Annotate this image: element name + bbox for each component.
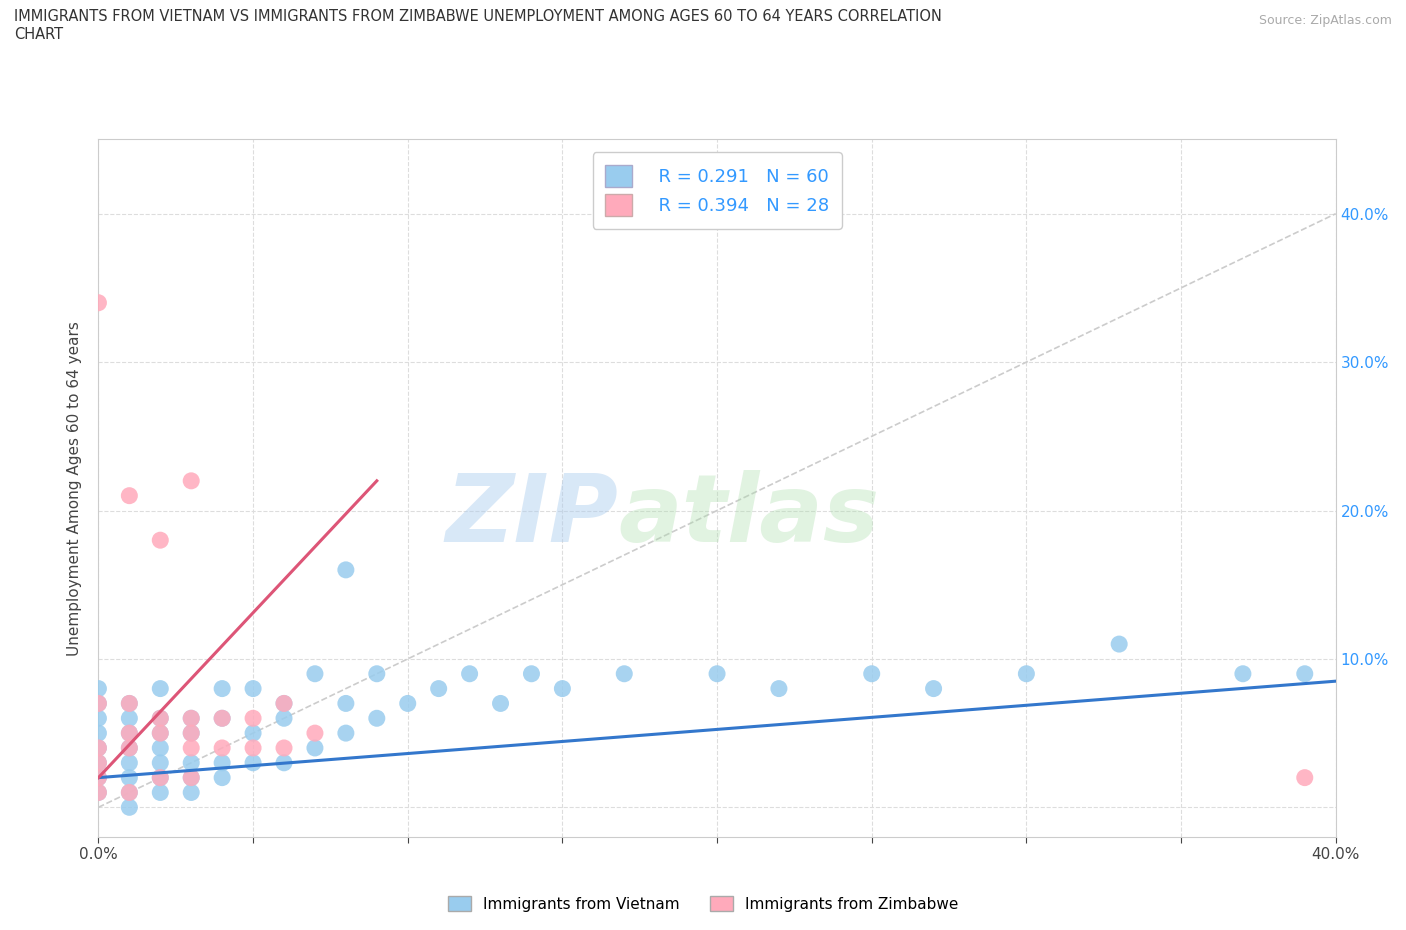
- Point: [180, 785, 202, 800]
- Point: [211, 681, 233, 696]
- Point: [180, 755, 202, 770]
- Point: [87, 740, 110, 755]
- Text: ZIP: ZIP: [446, 471, 619, 562]
- Point: [273, 755, 295, 770]
- Point: [87, 785, 110, 800]
- Point: [180, 770, 202, 785]
- Point: [149, 770, 172, 785]
- Point: [273, 696, 295, 711]
- Point: [1232, 666, 1254, 681]
- Point: [118, 755, 141, 770]
- Point: [87, 770, 110, 785]
- Point: [87, 770, 110, 785]
- Point: [149, 725, 172, 740]
- Point: [118, 770, 141, 785]
- Point: [180, 740, 202, 755]
- Point: [1294, 770, 1316, 785]
- Point: [180, 770, 202, 785]
- Point: [149, 740, 172, 755]
- Point: [87, 696, 110, 711]
- Point: [149, 711, 172, 725]
- Point: [87, 696, 110, 711]
- Point: [87, 785, 110, 800]
- Point: [273, 711, 295, 725]
- Point: [520, 666, 543, 681]
- Point: [458, 666, 481, 681]
- Point: [118, 800, 141, 815]
- Point: [149, 681, 172, 696]
- Point: [149, 711, 172, 725]
- Point: [180, 711, 202, 725]
- Point: [211, 711, 233, 725]
- Point: [87, 755, 110, 770]
- Point: [211, 711, 233, 725]
- Point: [118, 696, 141, 711]
- Point: [396, 696, 419, 711]
- Point: [180, 725, 202, 740]
- Text: IMMIGRANTS FROM VIETNAM VS IMMIGRANTS FROM ZIMBABWE UNEMPLOYMENT AMONG AGES 60 T: IMMIGRANTS FROM VIETNAM VS IMMIGRANTS FR…: [14, 9, 942, 42]
- Point: [180, 711, 202, 725]
- Point: [87, 681, 110, 696]
- Text: Source: ZipAtlas.com: Source: ZipAtlas.com: [1258, 14, 1392, 27]
- Point: [87, 725, 110, 740]
- Point: [304, 666, 326, 681]
- Point: [335, 696, 357, 711]
- Point: [87, 755, 110, 770]
- Point: [1015, 666, 1038, 681]
- Point: [768, 681, 790, 696]
- Y-axis label: Unemployment Among Ages 60 to 64 years: Unemployment Among Ages 60 to 64 years: [67, 321, 83, 656]
- Point: [860, 666, 883, 681]
- Point: [118, 488, 141, 503]
- Point: [242, 725, 264, 740]
- Point: [211, 740, 233, 755]
- Point: [211, 755, 233, 770]
- Point: [304, 740, 326, 755]
- Point: [922, 681, 945, 696]
- Point: [242, 755, 264, 770]
- Point: [613, 666, 636, 681]
- Point: [180, 725, 202, 740]
- Point: [149, 755, 172, 770]
- Point: [149, 770, 172, 785]
- Point: [180, 473, 202, 488]
- Point: [304, 725, 326, 740]
- Point: [149, 785, 172, 800]
- Point: [242, 711, 264, 725]
- Point: [118, 725, 141, 740]
- Point: [87, 711, 110, 725]
- Point: [87, 296, 110, 311]
- Point: [118, 696, 141, 711]
- Point: [242, 740, 264, 755]
- Legend: Immigrants from Vietnam, Immigrants from Zimbabwe: Immigrants from Vietnam, Immigrants from…: [441, 889, 965, 918]
- Point: [366, 666, 388, 681]
- Point: [211, 770, 233, 785]
- Point: [335, 725, 357, 740]
- Point: [1108, 637, 1130, 652]
- Legend:   R = 0.291   N = 60,   R = 0.394   N = 28: R = 0.291 N = 60, R = 0.394 N = 28: [592, 152, 842, 229]
- Point: [366, 711, 388, 725]
- Point: [335, 563, 357, 578]
- Point: [1294, 666, 1316, 681]
- Point: [87, 740, 110, 755]
- Point: [118, 785, 141, 800]
- Point: [242, 681, 264, 696]
- Point: [118, 740, 141, 755]
- Point: [118, 725, 141, 740]
- Point: [489, 696, 512, 711]
- Point: [273, 696, 295, 711]
- Point: [118, 740, 141, 755]
- Point: [706, 666, 728, 681]
- Point: [149, 725, 172, 740]
- Point: [273, 740, 295, 755]
- Text: atlas: atlas: [619, 471, 879, 562]
- Point: [118, 711, 141, 725]
- Point: [551, 681, 574, 696]
- Point: [149, 533, 172, 548]
- Point: [118, 785, 141, 800]
- Point: [427, 681, 450, 696]
